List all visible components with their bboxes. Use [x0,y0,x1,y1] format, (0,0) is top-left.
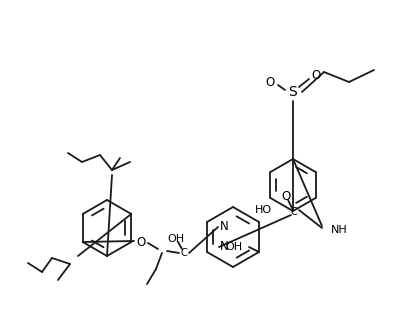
Text: OH: OH [225,242,242,252]
Text: O: O [281,191,290,203]
Text: HO: HO [254,205,271,215]
Text: OH: OH [167,234,184,244]
Text: S: S [288,85,296,99]
Text: N: N [220,221,228,234]
Text: C: C [290,207,296,217]
Text: O: O [265,76,274,89]
Text: NH: NH [330,225,347,235]
Text: N: N [220,241,228,254]
Text: C: C [180,248,187,258]
Text: O: O [136,236,145,249]
Text: O: O [311,68,320,81]
